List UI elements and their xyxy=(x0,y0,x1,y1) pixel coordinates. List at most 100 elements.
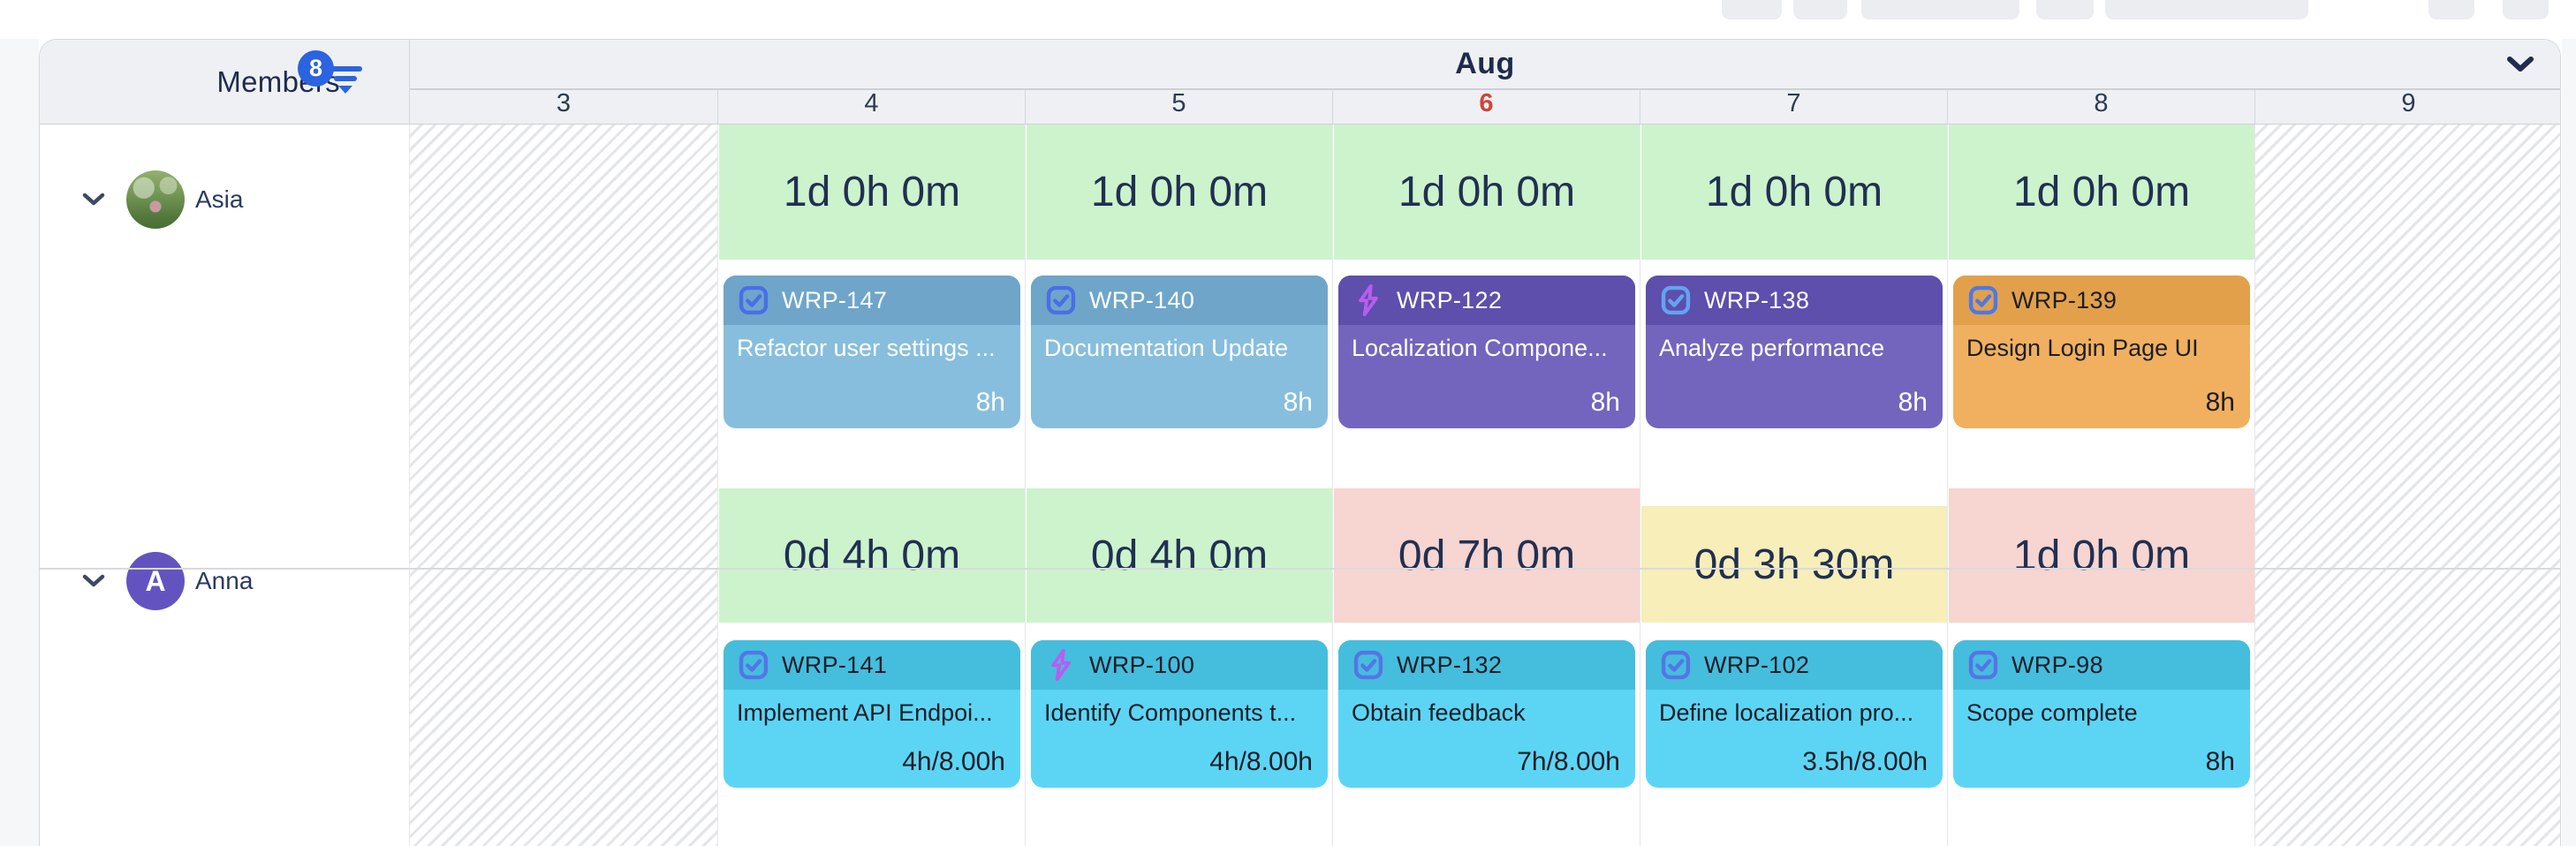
toolbar-button[interactable] xyxy=(1861,0,2019,19)
day-header-cell: 3 xyxy=(410,89,717,125)
avatar-initial: A xyxy=(145,564,166,597)
resource-planning-board: Aug 3 4 5 6 7 8 9 Members xyxy=(39,39,2561,846)
day-header-cell: 7 xyxy=(1640,89,1947,125)
capacity-text: 1d 0h 0m xyxy=(1090,169,1269,215)
members-sidebar: Asia A Anna xyxy=(40,125,410,846)
avatar[interactable]: A xyxy=(126,552,185,610)
toolbar-button[interactable] xyxy=(2036,0,2094,19)
day-header-cell: 8 xyxy=(1947,89,2254,125)
task-card-header: WRP-98 xyxy=(1953,640,2250,690)
task-hours: 4h/8.00h xyxy=(1209,747,1313,776)
task-card[interactable]: WRP-138 Analyze performance 8h xyxy=(1646,276,1943,428)
task-card-header: WRP-140 xyxy=(1031,276,1328,325)
story-bolt-icon xyxy=(1044,647,1078,683)
toolbar-button[interactable] xyxy=(2503,0,2549,19)
capacity-cell[interactable]: 1d 0h 0m xyxy=(719,125,1025,260)
capacity-cell[interactable]: 1d 0h 0m xyxy=(1949,488,2254,623)
member-row-header[interactable]: A Anna xyxy=(40,550,410,612)
task-checkbox-icon xyxy=(1659,283,1693,317)
day-number: 3 xyxy=(556,89,572,117)
task-card-header: WRP-141 xyxy=(724,640,1020,690)
task-card-header: WRP-139 xyxy=(1953,276,2250,325)
members-filter-button[interactable] xyxy=(319,66,372,116)
month-label: Aug xyxy=(1455,47,1515,80)
task-card[interactable]: WRP-102 Define localization pro... 3.5h/… xyxy=(1646,640,1943,788)
chevron-down-icon[interactable] xyxy=(82,574,105,588)
capacity-cell[interactable]: 1d 0h 0m xyxy=(1027,125,1332,260)
day-header-cell: 6 xyxy=(1332,89,1640,125)
member-name: Asia xyxy=(195,185,244,213)
story-bolt-icon xyxy=(1352,283,1385,318)
members-header: Members 8 xyxy=(40,40,410,125)
task-card-header: WRP-102 xyxy=(1646,640,1943,690)
task-checkbox-icon xyxy=(737,648,770,682)
capacity-cell[interactable]: 0d 4h 0m xyxy=(1027,488,1332,623)
filter-icon xyxy=(319,66,372,94)
toolbar-button[interactable] xyxy=(1793,0,1847,19)
task-card[interactable]: WRP-147 Refactor user settings ... 8h xyxy=(724,276,1020,428)
task-checkbox-icon xyxy=(1352,648,1385,682)
day-column: 1d 0h 0m WRP-138 Analyze performance 8h … xyxy=(1640,125,1947,846)
task-hours: 8h xyxy=(2205,388,2235,417)
month-header-row: Aug xyxy=(410,40,2560,88)
day-column: 1d 0h 0m WRP-140 Documentation Update 8h… xyxy=(1025,125,1332,846)
capacity-text: 1d 0h 0m xyxy=(1398,169,1576,215)
task-card[interactable]: WRP-100 Identify Components t... 4h/8.00… xyxy=(1031,640,1328,788)
capacity-text: 0d 7h 0m xyxy=(1398,532,1576,579)
capacity-cell[interactable]: 0d 7h 0m xyxy=(1334,488,1640,623)
task-card-header: WRP-138 xyxy=(1646,276,1943,325)
task-card[interactable]: WRP-140 Documentation Update 8h xyxy=(1031,276,1328,428)
day-column: 1d 0h 0m WRP-139 Design Login Page UI 8h… xyxy=(1947,125,2254,846)
task-card[interactable]: WRP-141 Implement API Endpoi... 4h/8.00h xyxy=(724,640,1020,788)
row-divider xyxy=(40,568,2560,570)
toolbar-button[interactable] xyxy=(1722,0,1782,19)
task-card-header: WRP-100 xyxy=(1031,640,1328,690)
task-checkbox-icon xyxy=(1966,648,2000,682)
task-card[interactable]: WRP-139 Design Login Page UI 8h xyxy=(1953,276,2250,428)
task-key: WRP-102 xyxy=(1704,651,1810,678)
task-title: Scope complete xyxy=(1966,699,2138,726)
task-hours: 3.5h/8.00h xyxy=(1802,747,1928,776)
member-row-header[interactable]: Asia xyxy=(40,169,410,230)
task-checkbox-icon xyxy=(1044,283,1078,317)
day-column: 1d 0h 0m WRP-147 Refactor user settings … xyxy=(717,125,1025,846)
task-hours: 8h xyxy=(1283,388,1313,417)
chevron-down-icon[interactable] xyxy=(82,193,105,207)
task-title: Identify Components t... xyxy=(1044,699,1297,726)
capacity-text: 0d 4h 0m xyxy=(1090,532,1269,579)
task-hours: 8h xyxy=(2205,747,2235,776)
task-card[interactable]: WRP-132 Obtain feedback 7h/8.00h xyxy=(1338,640,1635,788)
day-number: 5 xyxy=(1171,89,1186,117)
capacity-text: 1d 0h 0m xyxy=(2012,532,2191,579)
task-title: Design Login Page UI xyxy=(1966,335,2199,361)
task-card-header: WRP-147 xyxy=(724,276,1020,325)
non-working-day-column xyxy=(410,125,717,846)
capacity-cell[interactable]: 1d 0h 0m xyxy=(1641,125,1947,260)
page-left-margin xyxy=(0,39,39,846)
non-working-day-column xyxy=(2254,125,2560,846)
task-card-header: WRP-122 xyxy=(1338,276,1635,325)
task-card[interactable]: WRP-98 Scope complete 8h xyxy=(1953,640,2250,788)
task-title: Implement API Endpoi... xyxy=(737,699,993,726)
day-header-cell: 9 xyxy=(2254,89,2560,125)
capacity-text: 1d 0h 0m xyxy=(1705,169,1883,215)
toolbar-button[interactable] xyxy=(2428,0,2474,19)
task-key: WRP-139 xyxy=(2012,286,2118,313)
task-key: WRP-98 xyxy=(2012,651,2103,678)
capacity-cell[interactable]: 1d 0h 0m xyxy=(1334,125,1640,260)
capacity-cell[interactable]: 0d 4h 0m xyxy=(719,488,1025,623)
avatar[interactable] xyxy=(126,170,185,229)
capacity-cell[interactable]: 1d 0h 0m xyxy=(1949,125,2254,260)
task-checkbox-icon xyxy=(737,283,770,317)
task-card-header: WRP-132 xyxy=(1338,640,1635,690)
task-hours: 8h xyxy=(1590,388,1620,417)
task-card[interactable]: WRP-122 Localization Compone... 8h xyxy=(1338,276,1635,428)
task-checkbox-icon xyxy=(1966,283,2000,317)
collapse-panel-button[interactable] xyxy=(2505,50,2535,79)
task-hours: 7h/8.00h xyxy=(1517,747,1620,776)
task-hours: 8h xyxy=(975,388,1005,417)
toolbar-button[interactable] xyxy=(2105,0,2308,19)
task-key: WRP-147 xyxy=(782,286,888,313)
capacity-cell[interactable]: 0d 3h 30m xyxy=(1641,506,1947,623)
day-number: 9 xyxy=(2401,89,2416,117)
